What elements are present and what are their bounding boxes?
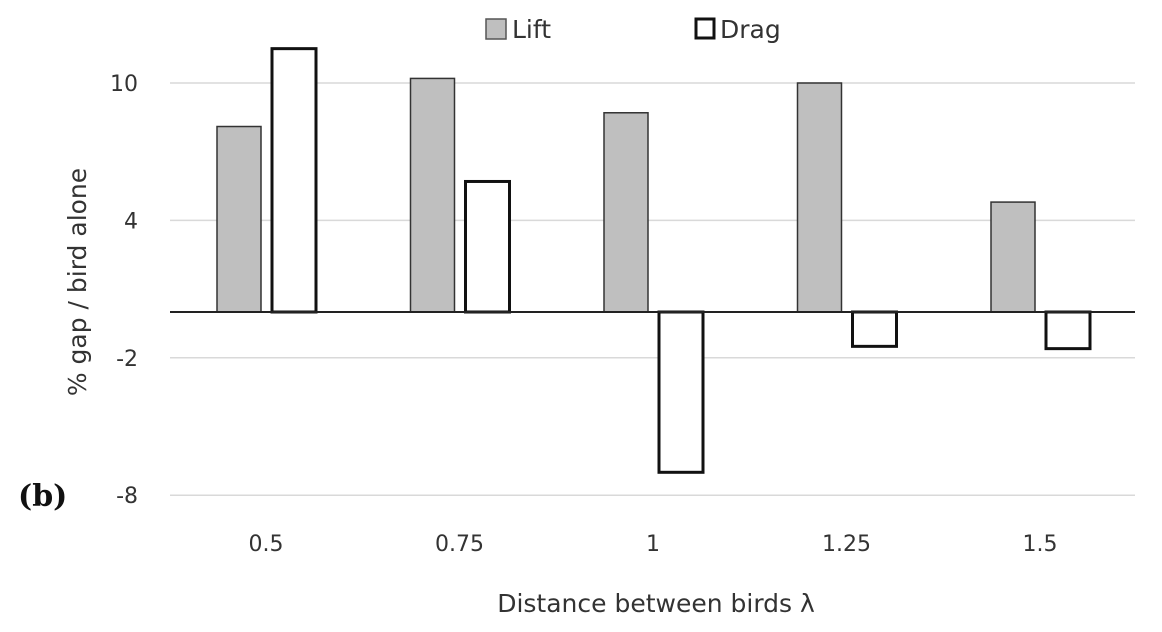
x-tick-label: 1.5 — [1023, 532, 1058, 557]
bar-lift-1 — [603, 112, 649, 313]
bar-drag-1 — [657, 310, 705, 474]
legend-drag-swatch — [694, 17, 716, 40]
y-tick-label: -2 — [116, 347, 138, 372]
x-tick-label: 1 — [646, 532, 660, 557]
bars — [216, 47, 1092, 474]
bar-drag-0.5 — [270, 47, 318, 314]
legend-drag-label: Drag — [720, 15, 781, 44]
x-tick-label: 0.5 — [249, 532, 284, 557]
bar-drag-1.5 — [1044, 310, 1092, 351]
bar-lift-0.5 — [216, 125, 262, 313]
y-tick-labels: 10 4 -2 -8 — [110, 72, 138, 509]
y-tick-label: 10 — [110, 72, 138, 97]
panel-label: (b) — [18, 479, 67, 514]
x-tick-label: 0.75 — [435, 532, 484, 557]
x-axis-title: Distance between birds λ — [497, 589, 815, 618]
bar-drag-1.25 — [851, 310, 898, 348]
y-tick-label: -8 — [116, 484, 138, 509]
y-axis-title: % gap / bird alone — [63, 168, 92, 396]
legend-lift-swatch — [485, 18, 507, 40]
gridlines — [170, 82, 1135, 496]
y-tick-label: 4 — [124, 209, 138, 234]
bar-lift-1.5 — [990, 201, 1036, 313]
legend: Lift Drag — [485, 15, 781, 44]
legend-lift-label: Lift — [512, 15, 551, 44]
x-tick-label: 1.25 — [822, 532, 871, 557]
x-tick-labels: 0.5 0.75 1 1.25 1.5 — [249, 532, 1058, 557]
bar-lift-0.75 — [409, 77, 456, 313]
bar-drag-0.75 — [464, 179, 511, 314]
bar-lift-1.25 — [796, 82, 843, 313]
